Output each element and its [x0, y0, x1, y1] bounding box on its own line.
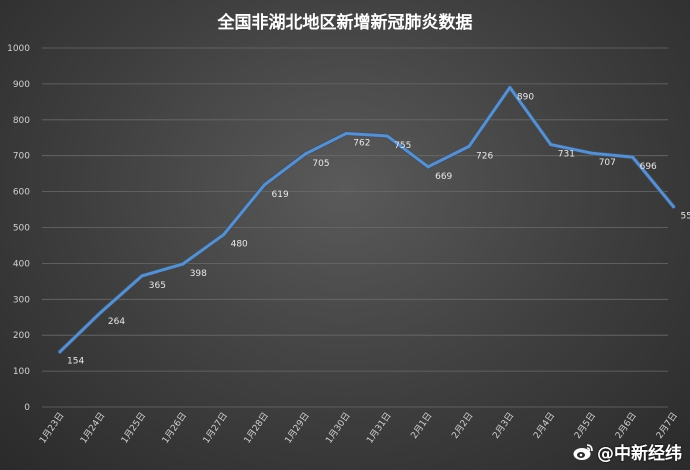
data-point [99, 310, 103, 314]
data-label: 726 [476, 151, 493, 161]
x-tick-label: 1月23日 [37, 410, 66, 445]
data-point [631, 155, 635, 159]
data-point [467, 144, 471, 148]
x-tick-label: 1月26日 [160, 410, 189, 445]
weibo-icon [573, 443, 593, 460]
data-point [58, 350, 62, 354]
y-axis-ticks: 0 100 200 300 400 500 600 700 800 900 1000 [7, 44, 30, 413]
x-tick-label: 2月3日 [490, 410, 516, 440]
data-point [140, 274, 144, 278]
data-label: 365 [149, 281, 166, 291]
series-line [58, 85, 675, 354]
y-tick-label: 200 [13, 331, 30, 341]
data-point [549, 143, 553, 147]
data-point [426, 165, 430, 169]
data-point [303, 152, 307, 156]
y-tick-label: 400 [13, 259, 30, 269]
x-tick-label: 2月5日 [572, 410, 598, 440]
data-label: 755 [394, 141, 411, 151]
data-point [181, 262, 185, 266]
data-point [263, 183, 266, 187]
x-tick-label: 1月30日 [324, 410, 353, 445]
y-tick-label: 700 [13, 152, 30, 162]
data-point [344, 131, 348, 135]
data-point [222, 233, 226, 237]
data-label: 619 [272, 190, 289, 200]
series-line-shadow [57, 84, 676, 355]
watermark-text: @中新经纬 [597, 444, 682, 464]
y-tick-label: 0 [24, 403, 30, 413]
data-point [672, 205, 675, 209]
x-tick-label: 2月4日 [531, 410, 557, 440]
y-tick-label: 300 [13, 295, 30, 305]
x-tick-label: 1月24日 [78, 410, 107, 445]
x-tick-label: 1月31日 [364, 410, 393, 445]
data-label: 480 [231, 240, 248, 250]
y-tick-label: 900 [13, 80, 30, 90]
x-tick-label: 2月2日 [450, 410, 476, 440]
gridlines [42, 47, 668, 408]
watermark: @中新经纬 [572, 439, 682, 464]
x-tick-label: 1月28日 [242, 410, 271, 445]
data-label: 558 [681, 212, 690, 222]
x-tick-label: 1月29日 [283, 410, 312, 445]
data-label: 707 [599, 158, 616, 168]
x-tick-label: 1月25日 [119, 410, 148, 445]
data-label: 705 [312, 159, 329, 169]
x-tick-label: 2月1日 [409, 410, 435, 440]
data-point [590, 151, 594, 155]
data-point [508, 85, 512, 89]
y-tick-label: 600 [13, 188, 30, 198]
data-labels: 154 264 365 398 480 619 705 762 755 669 726 890 731 7… [67, 92, 690, 366]
series-line-layer [57, 84, 676, 355]
y-tick-label: 500 [13, 224, 30, 234]
y-tick-label: 800 [13, 116, 30, 126]
data-label: 762 [353, 138, 370, 148]
y-tick-label: 1000 [7, 44, 30, 54]
x-tick-label: 2月7日 [654, 410, 680, 440]
data-label: 696 [640, 162, 657, 172]
chart-title: 全国非湖北地区新增新冠肺炎数据 [217, 12, 473, 33]
data-label: 669 [435, 172, 452, 182]
data-label: 154 [67, 357, 84, 367]
data-label: 890 [517, 92, 534, 102]
x-tick-label: 1月27日 [201, 410, 230, 445]
data-label: 264 [108, 317, 125, 327]
data-label: 731 [558, 150, 575, 160]
data-label: 398 [190, 269, 207, 279]
x-tick-label: 2月6日 [613, 410, 639, 440]
data-point [385, 134, 389, 138]
y-tick-label: 100 [13, 367, 30, 377]
